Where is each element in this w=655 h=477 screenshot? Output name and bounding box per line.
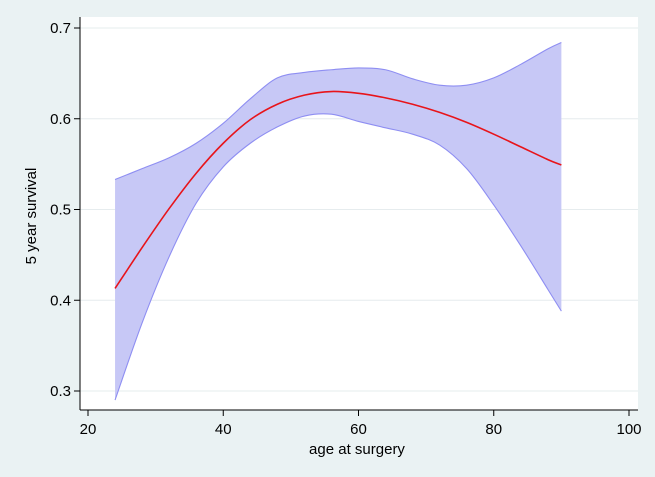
- tick-labels: 0.3 0.4 0.5 0.6 0.7 20 40 60 80 100: [50, 20, 641, 438]
- series-line: [114, 90, 562, 289]
- x-tick-label-3: 80: [485, 421, 502, 438]
- upper-bound-line: [114, 42, 562, 181]
- x-axis-label: age at surgery: [309, 441, 405, 458]
- axes: [74, 17, 638, 416]
- y-tick-label-0: 0.3: [50, 383, 71, 400]
- y-tick-label-2: 0.5: [50, 202, 71, 219]
- confidence-band-fill: [115, 42, 562, 401]
- x-tick-label-0: 20: [80, 421, 97, 438]
- y-axis-label: 5 year survival: [23, 168, 40, 265]
- y-tick-label-1: 0.4: [50, 292, 71, 309]
- x-tick-label-4: 100: [616, 421, 641, 438]
- lower-bound-line: [114, 113, 562, 401]
- confidence-band: [114, 42, 562, 401]
- x-tick-label-2: 60: [350, 421, 367, 438]
- fitted-line: [114, 90, 562, 289]
- y-tick-label-4: 0.7: [50, 20, 71, 37]
- y-tick-label-3: 0.6: [50, 111, 71, 128]
- x-tick-label-1: 40: [215, 421, 232, 438]
